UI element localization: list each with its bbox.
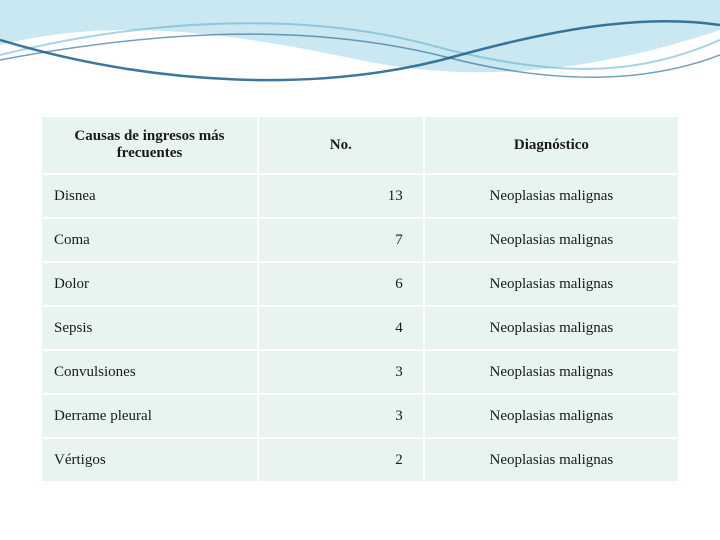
wave-back <box>0 0 720 72</box>
cell-no: 3 <box>258 394 424 438</box>
table-row: Derrame pleural3Neoplasias malignas <box>41 394 679 438</box>
cell-cause: Dolor <box>41 262 258 306</box>
col-header-dx: Diagnóstico <box>424 116 679 174</box>
cell-no: 6 <box>258 262 424 306</box>
cell-dx: Neoplasias malignas <box>424 350 679 394</box>
col-header-cause: Causas de ingresos más frecuentes <box>41 116 258 174</box>
table-body: Disnea13Neoplasias malignasComa7Neoplasi… <box>41 174 679 482</box>
cell-cause: Coma <box>41 218 258 262</box>
cell-no: 7 <box>258 218 424 262</box>
table-row: Coma7Neoplasias malignas <box>41 218 679 262</box>
decorative-waves <box>0 0 720 100</box>
cell-dx: Neoplasias malignas <box>424 262 679 306</box>
wave-svg <box>0 0 720 100</box>
slide-content: Causas de ingresos más frecuentes No. Di… <box>40 115 680 483</box>
cell-cause: Derrame pleural <box>41 394 258 438</box>
wave-mid <box>0 23 720 69</box>
table-row: Vértigos2Neoplasias malignas <box>41 438 679 482</box>
cell-dx: Neoplasias malignas <box>424 394 679 438</box>
admissions-table: Causas de ingresos más frecuentes No. Di… <box>40 115 680 483</box>
cell-dx: Neoplasias malignas <box>424 438 679 482</box>
table-row: Dolor6Neoplasias malignas <box>41 262 679 306</box>
cell-cause: Sepsis <box>41 306 258 350</box>
table-row: Sepsis4Neoplasias malignas <box>41 306 679 350</box>
wave-front-2 <box>0 34 720 77</box>
cell-no: 4 <box>258 306 424 350</box>
table-row: Convulsiones3Neoplasias malignas <box>41 350 679 394</box>
cell-dx: Neoplasias malignas <box>424 218 679 262</box>
cell-dx: Neoplasias malignas <box>424 306 679 350</box>
cell-no: 3 <box>258 350 424 394</box>
wave-front <box>0 21 720 80</box>
col-header-no: No. <box>258 116 424 174</box>
table-header: Causas de ingresos más frecuentes No. Di… <box>41 116 679 174</box>
cell-no: 2 <box>258 438 424 482</box>
cell-cause: Convulsiones <box>41 350 258 394</box>
cell-no: 13 <box>258 174 424 218</box>
cell-cause: Vértigos <box>41 438 258 482</box>
cell-cause: Disnea <box>41 174 258 218</box>
table-row: Disnea13Neoplasias malignas <box>41 174 679 218</box>
cell-dx: Neoplasias malignas <box>424 174 679 218</box>
